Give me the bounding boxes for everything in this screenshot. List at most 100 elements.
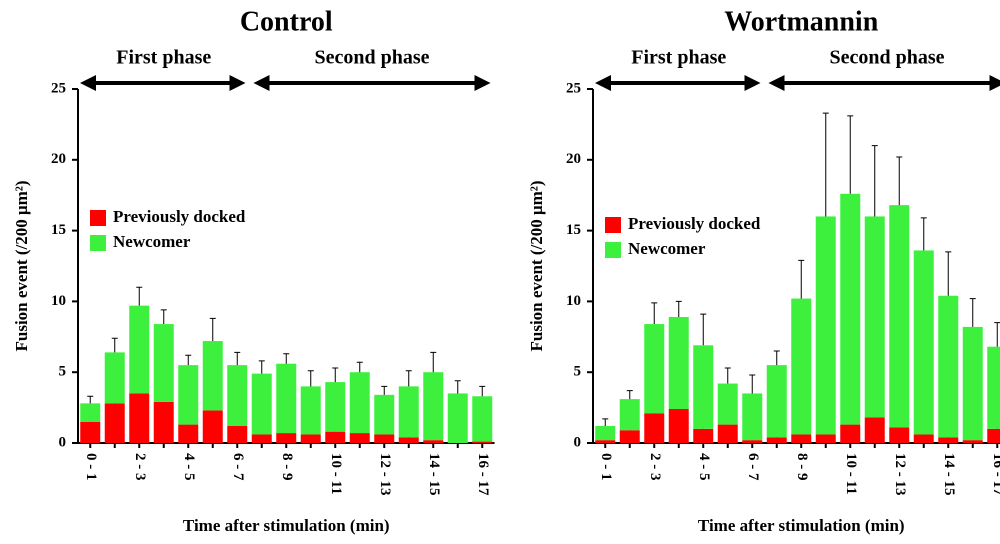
- error-bar: [871, 145, 878, 217]
- bar-segment: [595, 426, 616, 441]
- bar-segment: [742, 393, 763, 441]
- bar-segment: [815, 216, 836, 435]
- bar-segment: [913, 250, 934, 435]
- x-tick-label: 10 - 11: [328, 453, 344, 495]
- bar-segment: [987, 346, 1000, 429]
- error-bar: [136, 286, 143, 306]
- bar-segment: [644, 413, 665, 443]
- bar-segment: [717, 383, 738, 425]
- bar-segment: [889, 427, 910, 443]
- bar-segment: [325, 382, 346, 432]
- bar-segment: [153, 324, 174, 402]
- y-tick-label: 25: [566, 80, 581, 96]
- bar-segment: [742, 440, 763, 443]
- bar-segment: [693, 428, 714, 443]
- bar-segment: [595, 440, 616, 443]
- bar-segment: [398, 437, 419, 443]
- legend-swatch: [605, 242, 621, 258]
- error-bar: [847, 115, 854, 194]
- bar-segment: [104, 352, 125, 404]
- legend-swatch: [90, 210, 106, 226]
- legend-swatch: [605, 217, 621, 233]
- x-tick-label: 16 - 17: [990, 453, 1000, 496]
- bar-segment: [938, 295, 959, 438]
- error-bar: [773, 350, 780, 366]
- legend-label: Newcomer: [113, 232, 191, 251]
- legend-swatch: [90, 235, 106, 251]
- x-tick-label: 4 - 5: [181, 453, 197, 481]
- bar-segment: [398, 386, 419, 438]
- x-tick-label: 14 - 15: [941, 453, 957, 496]
- x-tick-label: 10 - 11: [843, 453, 859, 495]
- x-tick-label: 6 - 7: [230, 453, 246, 481]
- bar-segment: [472, 441, 493, 443]
- bar-segment: [619, 399, 640, 431]
- bar-segment: [644, 324, 665, 414]
- error-bar: [283, 353, 290, 364]
- error-bar: [185, 354, 192, 366]
- bar-segment: [104, 403, 125, 443]
- error-bar: [87, 395, 94, 404]
- x-tick-label: 14 - 15: [426, 453, 442, 496]
- x-tick-label: 12 - 13: [892, 453, 908, 496]
- bar-segment: [202, 410, 223, 443]
- x-tick-label: 4 - 5: [696, 453, 712, 481]
- bar-segment: [178, 424, 199, 443]
- bar-segment: [766, 365, 787, 438]
- bar-segment: [962, 440, 983, 443]
- error-bar: [969, 298, 976, 327]
- error-bar: [651, 302, 658, 325]
- error-bar: [479, 385, 486, 397]
- error-bar: [602, 418, 609, 427]
- bar-segment: [693, 345, 714, 429]
- phase-label: Second phase: [829, 47, 944, 69]
- error-bar: [111, 337, 118, 353]
- x-axis-title: Time after stimulation (min): [698, 516, 905, 535]
- phase-label: Second phase: [314, 47, 429, 69]
- bar-segment: [325, 431, 346, 443]
- x-tick-label: 0 - 1: [83, 453, 99, 481]
- error-bar: [700, 313, 707, 346]
- bar-segment: [129, 393, 150, 443]
- bar-segment: [276, 363, 297, 434]
- error-bar: [626, 390, 633, 400]
- error-bar: [356, 361, 363, 373]
- bar-segment: [840, 193, 861, 425]
- bar-segment: [202, 341, 223, 411]
- bar-segment: [227, 365, 248, 427]
- bar-segment: [815, 434, 836, 443]
- error-bar: [258, 360, 265, 374]
- y-tick-label: 10: [566, 293, 581, 309]
- y-axis-title: Fusion event (/200 μm²): [12, 180, 31, 351]
- error-bar: [798, 259, 805, 299]
- bar-segment: [447, 393, 468, 443]
- bar-segment: [717, 424, 738, 443]
- error-bar: [675, 300, 682, 317]
- chart-title: Control: [240, 6, 333, 37]
- bar-segment: [178, 365, 199, 425]
- error-bar: [896, 156, 903, 206]
- x-tick-label: 12 - 13: [377, 453, 393, 496]
- bar-segment: [251, 373, 272, 435]
- bar-segment: [668, 316, 689, 410]
- x-tick-label: 16 - 17: [475, 453, 491, 496]
- phase-label: First phase: [631, 47, 726, 69]
- x-tick-label: 2 - 3: [132, 453, 148, 481]
- error-bar: [945, 251, 952, 296]
- bar-segment: [987, 428, 1000, 443]
- bar-segment: [129, 305, 150, 394]
- bar-segment: [791, 434, 812, 443]
- error-bar: [749, 374, 756, 394]
- bar-segment: [864, 216, 885, 418]
- bar-segment: [251, 434, 272, 443]
- y-axis-title: Fusion event (/200 μm²): [527, 180, 546, 351]
- x-tick-label: 6 - 7: [745, 453, 761, 481]
- bar-segment: [276, 433, 297, 443]
- bar-segment: [349, 433, 370, 443]
- error-bar: [332, 367, 339, 383]
- bar-segment: [668, 409, 689, 443]
- error-bar: [209, 317, 216, 342]
- bar-segment: [349, 372, 370, 434]
- x-tick-label: 0 - 1: [598, 453, 614, 481]
